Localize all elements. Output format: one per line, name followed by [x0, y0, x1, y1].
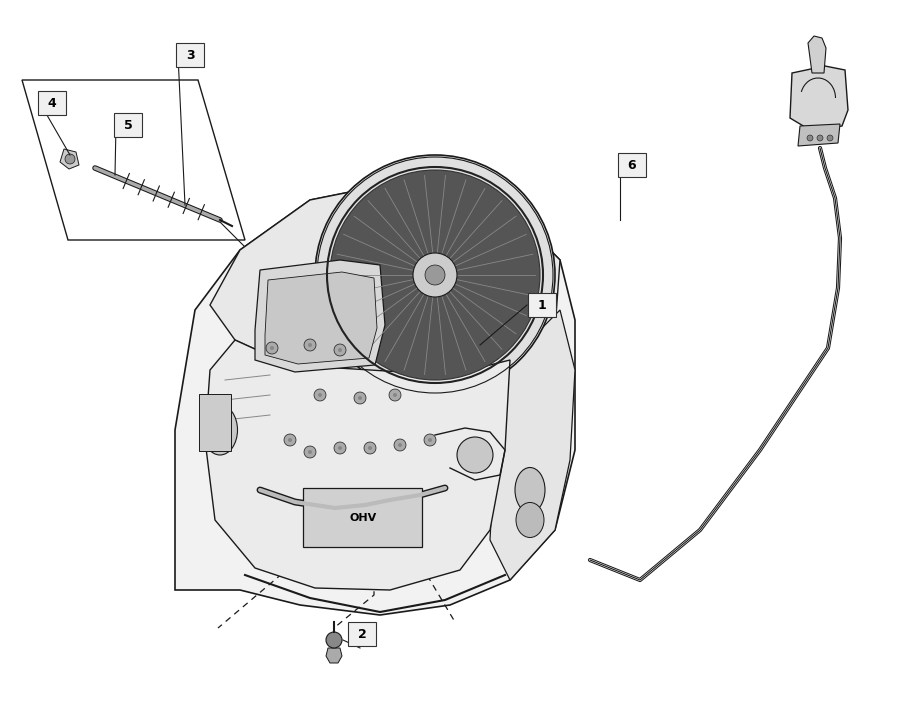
Polygon shape [22, 80, 245, 240]
Circle shape [308, 343, 312, 347]
Circle shape [315, 155, 555, 395]
Circle shape [326, 632, 342, 648]
FancyBboxPatch shape [348, 622, 376, 646]
Circle shape [334, 442, 346, 454]
Circle shape [304, 339, 316, 351]
Circle shape [817, 135, 823, 141]
FancyBboxPatch shape [114, 113, 142, 137]
FancyBboxPatch shape [618, 153, 646, 177]
FancyBboxPatch shape [38, 91, 66, 115]
Polygon shape [210, 185, 560, 378]
Polygon shape [798, 124, 840, 146]
Polygon shape [490, 310, 575, 580]
Circle shape [368, 446, 372, 450]
Text: 4: 4 [47, 96, 56, 109]
Ellipse shape [203, 405, 237, 455]
Circle shape [65, 154, 75, 164]
Circle shape [338, 348, 342, 352]
Circle shape [457, 437, 493, 473]
Polygon shape [265, 272, 377, 364]
FancyBboxPatch shape [528, 293, 556, 317]
Polygon shape [790, 66, 848, 130]
Circle shape [398, 443, 402, 447]
Text: 6: 6 [628, 158, 636, 171]
Polygon shape [326, 648, 342, 663]
Circle shape [304, 446, 316, 458]
Circle shape [413, 253, 457, 297]
Circle shape [827, 135, 833, 141]
Polygon shape [175, 185, 575, 615]
Circle shape [308, 450, 312, 454]
Polygon shape [255, 260, 385, 372]
Circle shape [338, 446, 342, 450]
Circle shape [425, 265, 445, 285]
Circle shape [364, 442, 376, 454]
Circle shape [807, 135, 813, 141]
Circle shape [270, 346, 274, 350]
Circle shape [389, 389, 401, 401]
Text: 1: 1 [537, 299, 546, 312]
Ellipse shape [516, 503, 544, 538]
Polygon shape [808, 36, 826, 73]
Circle shape [318, 393, 322, 397]
Circle shape [284, 434, 296, 446]
Circle shape [394, 439, 406, 451]
Circle shape [354, 392, 366, 404]
Text: 2: 2 [357, 628, 366, 641]
Polygon shape [60, 149, 79, 169]
Circle shape [266, 342, 278, 354]
Circle shape [428, 438, 432, 442]
Ellipse shape [515, 467, 545, 513]
Circle shape [314, 389, 326, 401]
Text: OHV: OHV [349, 513, 376, 523]
Polygon shape [205, 340, 510, 590]
FancyBboxPatch shape [303, 488, 422, 547]
FancyBboxPatch shape [199, 394, 231, 451]
FancyBboxPatch shape [176, 43, 204, 67]
Text: 5: 5 [124, 119, 133, 132]
Circle shape [288, 438, 292, 442]
Circle shape [393, 393, 397, 397]
Circle shape [334, 344, 346, 356]
Circle shape [424, 434, 436, 446]
Circle shape [358, 396, 362, 400]
Text: 3: 3 [185, 48, 195, 61]
Circle shape [330, 170, 540, 380]
